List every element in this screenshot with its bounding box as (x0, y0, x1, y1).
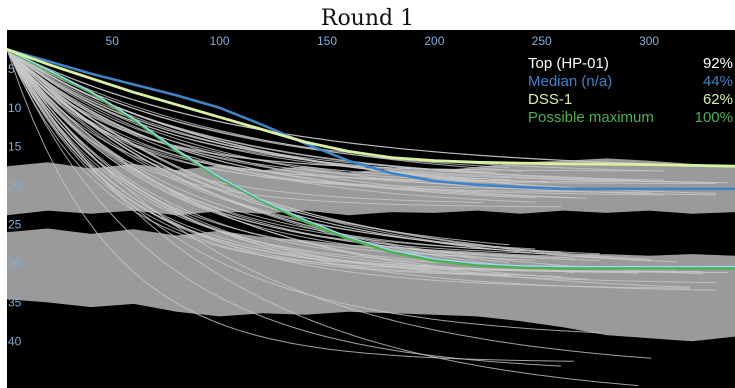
participant-line (7, 49, 652, 193)
x-tick-label: 300 (639, 34, 659, 48)
participant-line (7, 49, 497, 251)
participant-line (7, 49, 600, 261)
x-tick-label: 150 (317, 34, 337, 48)
chart-title: Round 1 (320, 6, 415, 31)
y-tick-label: 10 (8, 101, 22, 115)
distribution-band-2 (7, 228, 735, 342)
legend-value-4: 100% (695, 109, 733, 126)
participant-line (7, 49, 523, 271)
legend-value-2: 44% (703, 73, 733, 90)
participant-line (7, 49, 613, 164)
participant-line (7, 49, 510, 276)
chart-plot: 50 100 150 200 250 300 5 10 15 20 25 30 35 40 Top (H… (7, 30, 735, 388)
participant-line (7, 49, 471, 186)
x-tick-label: 200 (424, 34, 444, 48)
legend-value-3: 62% (703, 91, 733, 108)
participant-line (7, 49, 587, 199)
y-tick-label: 5 (8, 62, 15, 76)
participant-line (7, 49, 574, 362)
x-tick-label: 50 (106, 34, 120, 48)
participant-line (7, 49, 690, 288)
series-line-4 (7, 48, 735, 168)
participant-line (7, 49, 484, 203)
legend-value-1: 92% (703, 55, 733, 72)
y-tick-label: 30 (8, 257, 22, 271)
participant-line (7, 49, 562, 367)
participant-line (7, 49, 484, 182)
x-tick-label: 100 (210, 34, 230, 48)
y-tick-label: 20 (8, 179, 22, 193)
participant-line (7, 49, 665, 172)
participant-line (7, 49, 639, 274)
participant-line (7, 49, 639, 387)
x-tick-label: 250 (532, 34, 552, 48)
participant-line (7, 49, 716, 291)
legend-label-3: DSS-1 (528, 91, 572, 108)
series-line-2 (7, 48, 735, 268)
y-tick-label: 25 (8, 218, 22, 232)
y-tick-label: 15 (8, 140, 22, 154)
participant-line (7, 49, 574, 259)
legend-label-1: Top (HP-01) (528, 55, 609, 72)
participant-line (7, 49, 510, 181)
series-line-3 (7, 48, 735, 191)
y-tick-label: 35 (8, 295, 22, 309)
participant-line (7, 49, 652, 260)
participant-line (7, 49, 549, 183)
participant-line (7, 49, 574, 274)
participant-line (7, 49, 703, 273)
participant-line (7, 49, 536, 261)
participant-line (7, 49, 652, 359)
participant-line (7, 49, 665, 196)
legend-label-4: Possible maximum (528, 109, 654, 126)
y-tick-label: 40 (8, 334, 22, 348)
legend-label-2: Median (n/a) (528, 73, 612, 90)
participant-line (7, 49, 652, 172)
participant-line (7, 49, 574, 199)
